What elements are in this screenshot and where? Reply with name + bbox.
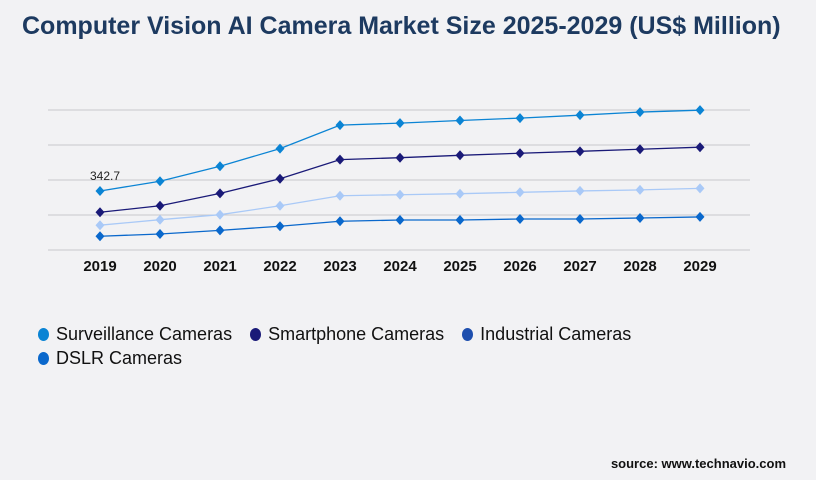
x-tick-label: 2019 <box>83 258 116 275</box>
x-tick-label: 2027 <box>563 258 596 275</box>
data-point <box>155 200 165 211</box>
legend: Surveillance Cameras Smartphone Cameras In… <box>38 322 738 370</box>
data-point <box>695 183 705 194</box>
data-point <box>695 142 705 153</box>
legend-item: Surveillance Cameras <box>38 322 232 346</box>
data-point <box>335 154 345 165</box>
data-point <box>695 211 705 222</box>
data-point <box>95 185 105 196</box>
legend-item: DSLR Cameras <box>38 346 182 370</box>
x-tick-label: 2024 <box>383 258 417 275</box>
data-point <box>275 173 285 184</box>
legend-item: Industrial Cameras <box>462 322 631 346</box>
data-point <box>635 107 645 118</box>
legend-label: Smartphone Cameras <box>268 323 445 344</box>
data-point <box>695 105 705 116</box>
data-point <box>455 115 465 126</box>
data-point <box>95 220 105 231</box>
data-point <box>575 185 585 196</box>
data-point <box>515 113 525 124</box>
data-point <box>515 187 525 198</box>
legend-marker-icon <box>250 327 262 341</box>
data-point <box>155 228 165 239</box>
data-point <box>215 209 225 220</box>
data-point <box>95 231 105 242</box>
data-point <box>215 161 225 172</box>
data-point <box>215 225 225 236</box>
data-point <box>515 214 525 225</box>
legend-marker-icon <box>38 327 49 341</box>
data-point <box>575 146 585 157</box>
x-tick-label: 2021 <box>203 258 236 275</box>
x-tick-label: 2025 <box>443 258 476 275</box>
data-point <box>395 152 405 163</box>
data-point <box>575 214 585 225</box>
data-point <box>155 214 165 225</box>
data-point <box>635 212 645 223</box>
data-point <box>335 120 345 131</box>
x-tick-label: 2026 <box>503 258 536 275</box>
x-tick-label: 2020 <box>143 258 176 275</box>
data-point <box>635 144 645 155</box>
data-point <box>335 216 345 227</box>
legend-label: Surveillance Cameras <box>56 323 233 344</box>
data-point <box>455 215 465 226</box>
legend-item: Smartphone Cameras <box>250 322 444 346</box>
data-point <box>275 221 285 232</box>
data-point <box>635 184 645 195</box>
legend-marker-icon <box>38 351 49 365</box>
legend-label: DSLR Cameras <box>56 347 183 368</box>
data-point <box>455 188 465 199</box>
data-point <box>395 189 405 200</box>
legend-marker-icon <box>462 327 474 341</box>
chart-title: Computer Vision AI Camera Market Size 20… <box>22 12 781 40</box>
data-point <box>95 207 105 218</box>
data-point <box>395 215 405 226</box>
x-tick-label: 2022 <box>263 258 296 275</box>
line-chart: 2019 2020 2021 2022 2023 2024 2025 2026 2027 2028… <box>48 105 750 275</box>
data-label: 342.7 <box>90 169 120 183</box>
data-point <box>335 190 345 201</box>
source-note: source: www.technavio.com <box>610 456 786 471</box>
data-point <box>395 118 405 129</box>
data-point <box>575 110 585 121</box>
data-point <box>275 143 285 154</box>
data-point <box>215 188 225 199</box>
data-point <box>155 176 165 187</box>
data-point <box>455 150 465 161</box>
legend-label: Industrial Cameras <box>480 323 632 344</box>
x-tick-label: 2029 <box>683 258 716 275</box>
x-tick-label: 2028 <box>623 258 656 275</box>
data-point <box>515 148 525 159</box>
data-point <box>275 200 285 211</box>
x-tick-label: 2023 <box>323 258 356 275</box>
